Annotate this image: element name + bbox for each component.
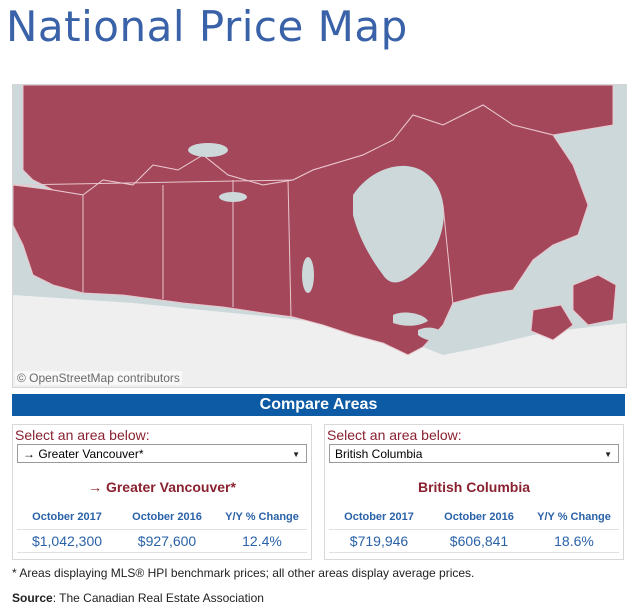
stat-header: Y/Y % Change bbox=[225, 511, 299, 523]
stat-value: 12.4% bbox=[217, 529, 307, 553]
footnote: * Areas displaying MLS® HPI benchmark pr… bbox=[12, 566, 475, 580]
border-ontario-quebec bbox=[442, 204, 454, 306]
stat-value: 18.6% bbox=[529, 529, 619, 553]
region-western-canada[interactable] bbox=[13, 104, 589, 356]
stat-column: October 2016 $606,841 bbox=[429, 507, 529, 553]
stat-column: Y/Y % Change 18.6% bbox=[529, 507, 619, 553]
source-label: Source bbox=[12, 591, 53, 605]
select-area-label: Select an area below: bbox=[327, 427, 462, 443]
border-territories bbox=[13, 179, 294, 186]
lake-huron bbox=[418, 327, 445, 341]
stat-value: $1,042,300 bbox=[17, 529, 117, 553]
stat-column: October 2017 $1,042,300 bbox=[17, 507, 117, 553]
stat-header: October 2016 bbox=[444, 511, 514, 523]
map-attribution: © OpenStreetMap contributors bbox=[15, 371, 182, 385]
compare-panel-right: Select an area below: British Columbia ▼… bbox=[324, 424, 624, 560]
us-landmass bbox=[13, 295, 626, 387]
area-title: British Columbia bbox=[417, 479, 530, 495]
stat-column: October 2016 $927,600 bbox=[117, 507, 217, 553]
area-select[interactable]: British Columbia ▼ bbox=[329, 444, 619, 463]
stat-header: October 2016 bbox=[132, 511, 202, 523]
source-credit: Source: The Canadian Real Estate Associa… bbox=[12, 591, 264, 605]
stat-value: $927,600 bbox=[117, 529, 217, 553]
lake-winnipeg bbox=[302, 257, 314, 293]
price-map[interactable]: © OpenStreetMap contributors bbox=[12, 84, 627, 388]
hudson-bay bbox=[353, 165, 444, 283]
page-title: National Price Map bbox=[6, 2, 408, 51]
compare-panel-left: Select an area below: → Greater Vancouve… bbox=[12, 424, 312, 560]
region-newfoundland[interactable] bbox=[572, 274, 617, 326]
select-area-label: Select an area below: bbox=[15, 427, 150, 443]
great-bear-lake bbox=[188, 143, 228, 157]
great-slave-lake bbox=[219, 192, 247, 202]
stat-value: $719,946 bbox=[329, 529, 429, 553]
stat-header: Y/Y % Change bbox=[537, 511, 611, 523]
dropdown-caret-icon: ▼ bbox=[292, 450, 300, 459]
region-maritimes[interactable] bbox=[530, 304, 574, 341]
border-manitoba-ontario bbox=[287, 179, 292, 318]
stat-header: October 2017 bbox=[344, 511, 414, 523]
dropdown-caret-icon: ▼ bbox=[604, 450, 612, 459]
stat-column: Y/Y % Change 12.4% bbox=[217, 507, 307, 553]
source-text: : The Canadian Real Estate Association bbox=[52, 591, 264, 605]
area-select-value: British Columbia bbox=[335, 447, 423, 461]
map-canvas[interactable] bbox=[13, 85, 626, 387]
lake-superior bbox=[393, 312, 428, 326]
area-select-value: → Greater Vancouver* bbox=[23, 447, 144, 461]
area-select[interactable]: → Greater Vancouver* ▼ bbox=[17, 444, 307, 463]
stat-value: $606,841 bbox=[429, 529, 529, 553]
compare-areas-heading: Compare Areas bbox=[12, 394, 625, 416]
stat-column: October 2017 $719,946 bbox=[329, 507, 429, 553]
stat-header: October 2017 bbox=[32, 511, 102, 523]
area-title: → Greater Vancouver* bbox=[88, 479, 236, 495]
